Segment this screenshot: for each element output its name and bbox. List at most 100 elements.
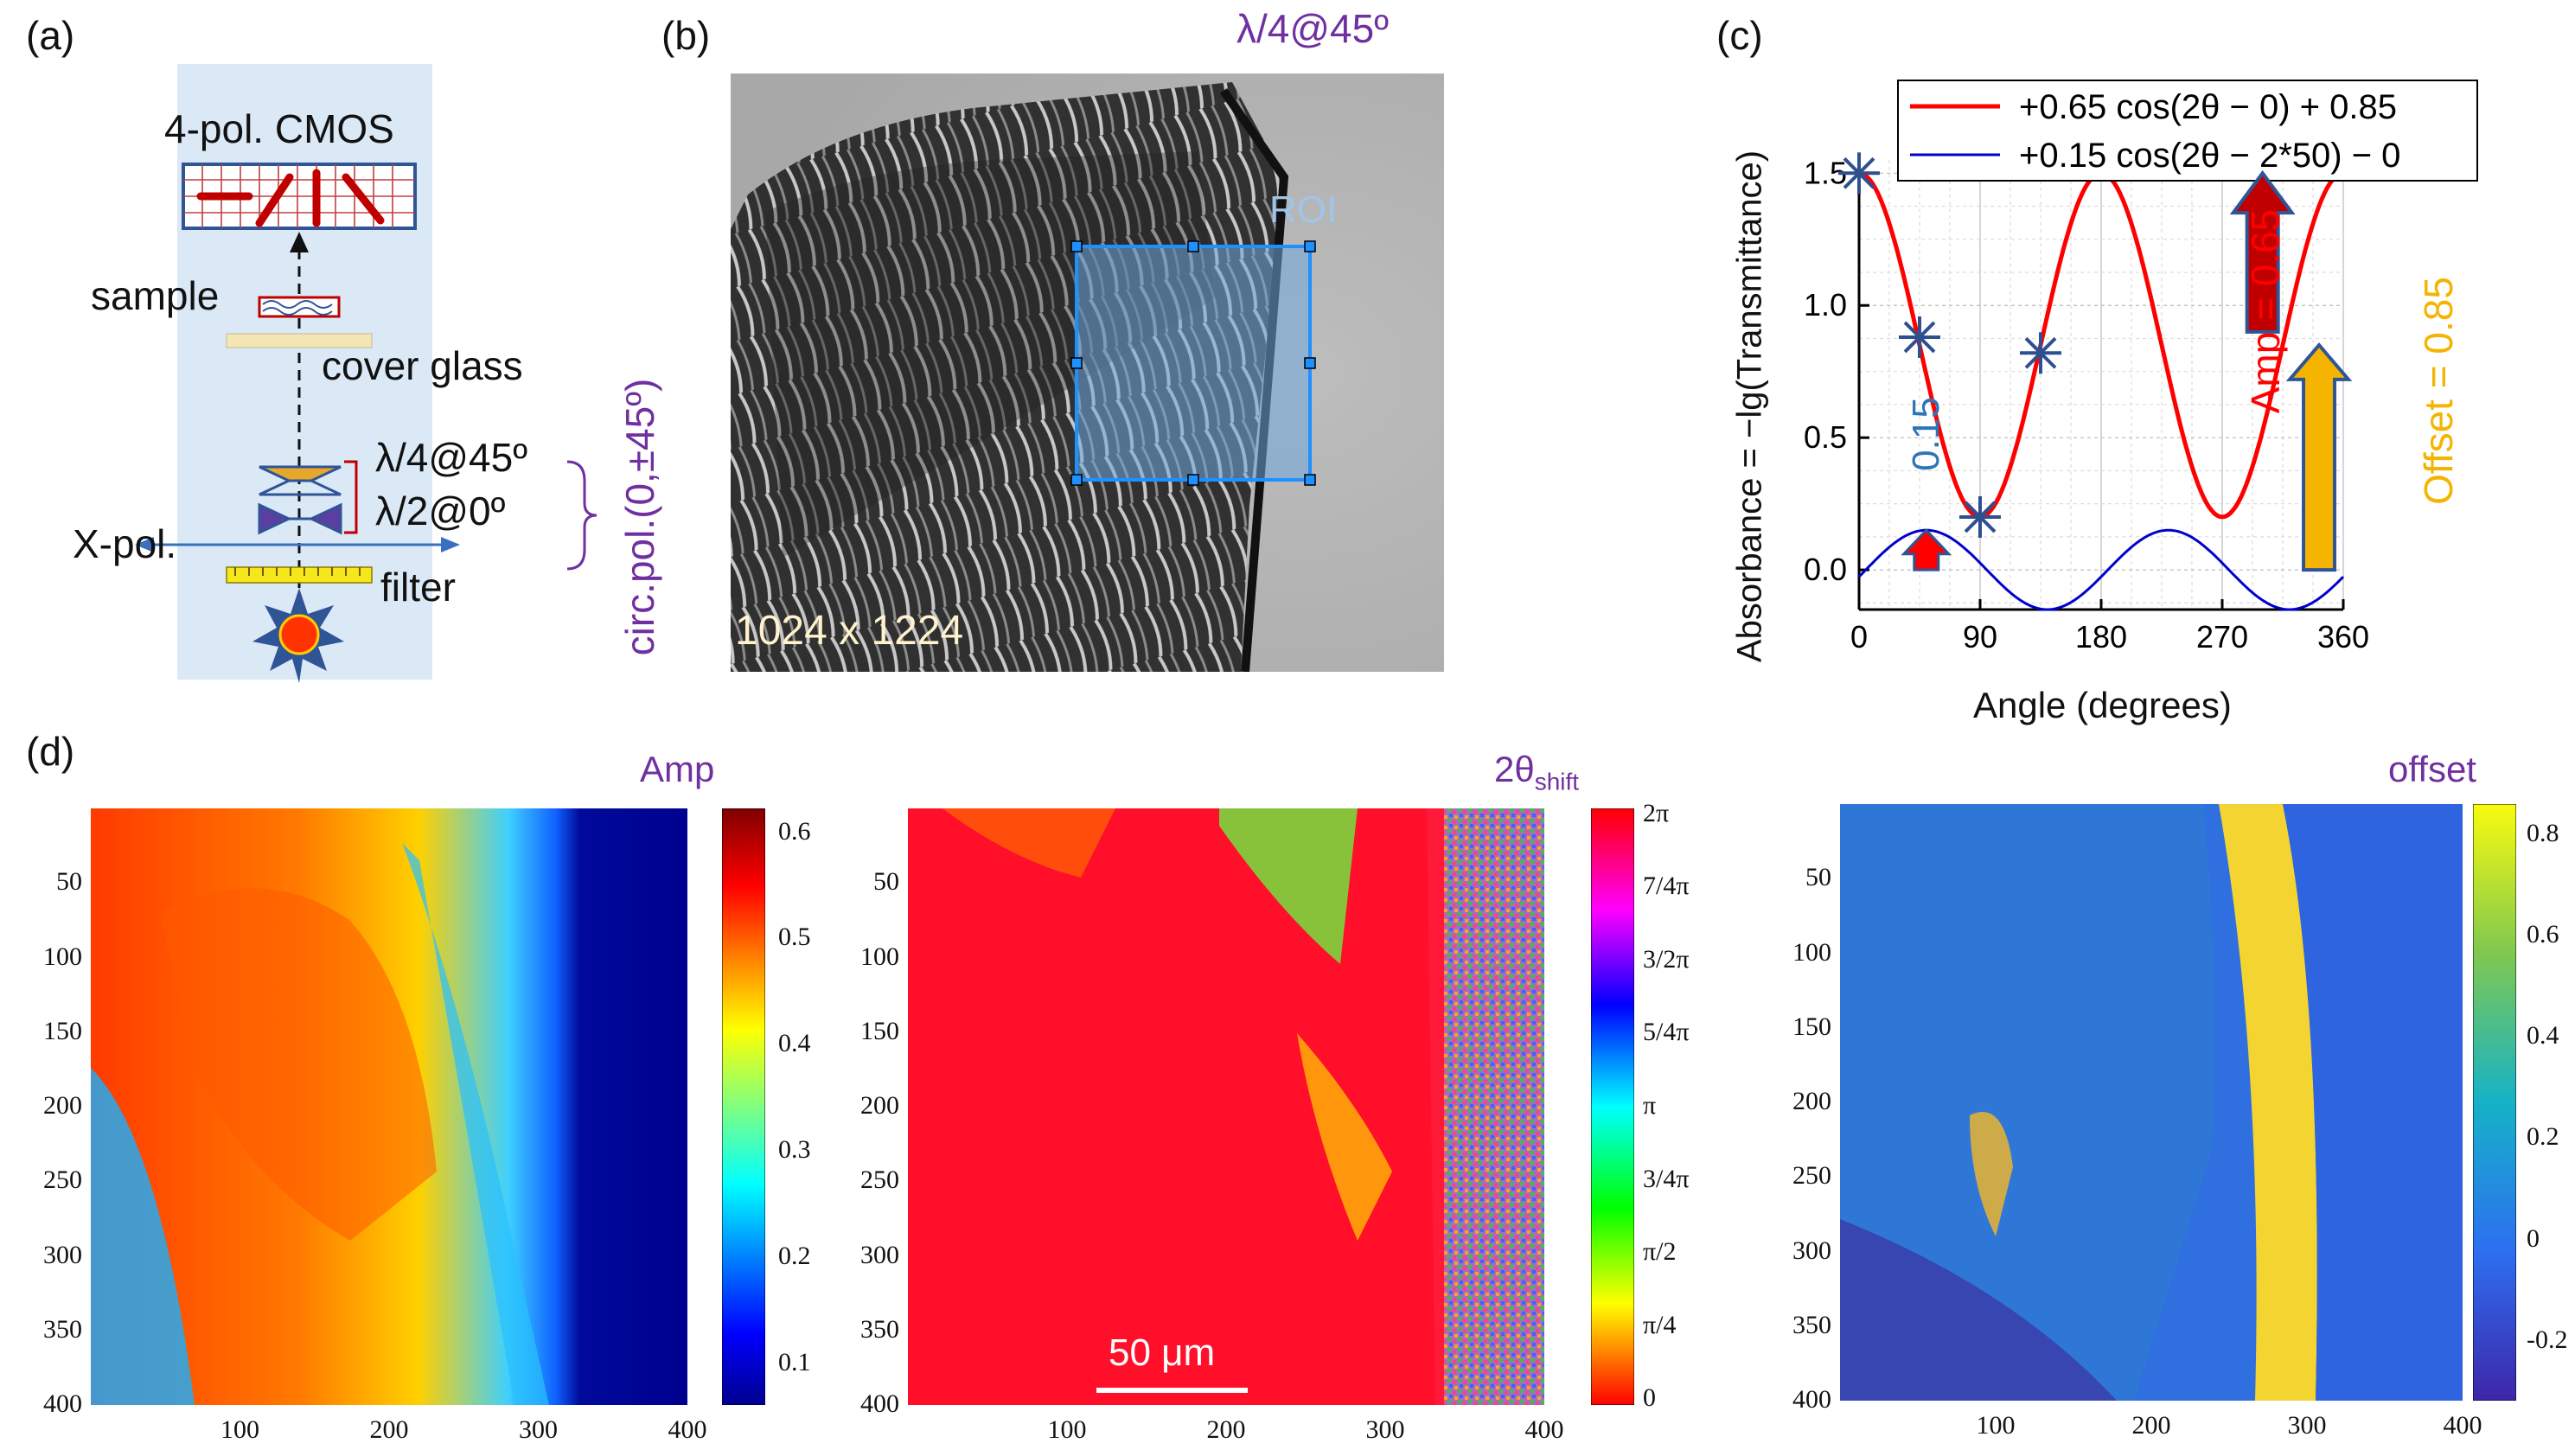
amp-y-tick-label: 300	[43, 1240, 82, 1269]
scalebar-label: 50 μm	[1109, 1331, 1216, 1374]
shift-x-tick-label: 300	[1365, 1415, 1405, 1444]
shift-colorbar-tick-label: π	[1643, 1091, 1657, 1120]
amp-y-tick-label: 100	[43, 942, 82, 971]
offset-colorbar-tick-label: 0.4	[2527, 1021, 2559, 1050]
chart-xlabel: Angle (degrees)	[1973, 685, 2232, 725]
x-pol-arrow-left	[135, 537, 154, 552]
amp-colorbar-tick-label: 0.1	[778, 1347, 811, 1376]
amp-colorbar-tick-label: 0.3	[778, 1135, 811, 1165]
amp-colorbar-tick-label: 0.4	[778, 1029, 811, 1058]
offset-y-tick-label: 350	[1792, 1310, 1831, 1339]
sample-slab	[258, 296, 341, 318]
offset-colorbar	[2473, 804, 2516, 1401]
cover-glass-label: cover glass	[322, 343, 523, 388]
shift-y-tick-label: 350	[860, 1314, 899, 1344]
amp-x-tick-label: 300	[519, 1415, 558, 1444]
amp-x-tick-label: 100	[220, 1415, 259, 1444]
shift-y-tick-label: 400	[860, 1389, 899, 1418]
amp-colorbar-tick-label: 0.6	[778, 816, 811, 846]
offset-y-tick-label: 250	[1792, 1161, 1831, 1191]
offset-x-tick-label: 100	[1976, 1411, 2016, 1440]
shift-map	[908, 808, 1544, 1405]
shift-x-tick-label: 200	[1206, 1415, 1246, 1444]
panel-label-a: (a)	[26, 13, 75, 58]
hwp-label: λ/2@0º	[375, 489, 506, 533]
offset-y-tick-label: 300	[1792, 1236, 1831, 1265]
small-amp-arrow	[1901, 528, 1952, 572]
series-line-2	[1857, 528, 2345, 611]
amp-map-title: Amp	[640, 749, 715, 789]
x-tick-label: 90	[1963, 619, 1997, 655]
shift-colorbar	[1591, 808, 1634, 1405]
y-tick-label: 1.0	[1804, 287, 1847, 322]
waveplate-bracket	[344, 460, 358, 534]
offset-x-tick-label: 300	[2287, 1411, 2327, 1440]
amp-y-tick-label: 250	[43, 1165, 82, 1195]
shift-x-tick-label: 400	[1524, 1415, 1564, 1444]
x-tick-label: 180	[2075, 619, 2127, 655]
offset-x-tick-label: 200	[2131, 1411, 2171, 1440]
offset-colorbar-tick-label: 0.6	[2527, 919, 2559, 948]
filter-ticks	[234, 567, 361, 576]
scalebar	[1096, 1388, 1248, 1393]
offset-colorbar-tick-label: -0.2	[2527, 1325, 2568, 1354]
shift-x-tick-label: 100	[1047, 1415, 1087, 1444]
small-amp-annotation: 0.15	[1905, 397, 1947, 471]
amp-y-tick-label: 50	[56, 867, 82, 897]
shift-y-tick-label: 250	[860, 1165, 899, 1195]
data-point-marker	[1959, 495, 2001, 538]
offset-colorbar-tick-label: 0	[2527, 1223, 2540, 1253]
legend-label-1: +0.65 cos(2θ − 0) + 0.85	[2019, 88, 2397, 126]
half-wave-plate	[258, 502, 342, 535]
shift-colorbar-tick-label: π/2	[1643, 1237, 1677, 1267]
amp-map	[91, 808, 687, 1405]
shift-y-tick-label: 50	[873, 867, 899, 897]
offset-colorbar-tick-label: 0.2	[2527, 1122, 2559, 1152]
shift-map-title: 2θshift	[1494, 749, 1579, 795]
circ-pol-label: circ.pol.(0,±45º)	[617, 378, 662, 656]
shift-y-tick-label: 200	[860, 1091, 899, 1120]
light-source-icon	[252, 588, 344, 683]
panel-label-b: (b)	[661, 13, 711, 58]
shift-colorbar-tick-label: 2π	[1643, 798, 1670, 827]
x-tick-label: 270	[2196, 619, 2248, 655]
data-point-marker	[1838, 152, 1880, 195]
shift-colorbar-tick-label: 0	[1643, 1383, 1656, 1413]
shift-colorbar-tick-label: 7/4π	[1643, 872, 1690, 901]
legend-box	[1897, 80, 2478, 182]
offset-y-tick-label: 50	[1805, 863, 1831, 892]
offset-y-tick-label: 100	[1792, 937, 1831, 967]
offset-annotation: Offset = 0.85	[2416, 277, 2461, 505]
y-tick-label: 0.5	[1804, 419, 1847, 455]
amp-y-tick-label: 150	[43, 1016, 82, 1045]
amp-colorbar	[722, 808, 765, 1405]
offset-map	[1840, 804, 2463, 1401]
roi-label: ROI	[1269, 188, 1338, 231]
data-point-marker	[2020, 332, 2061, 374]
sample-texture	[262, 300, 333, 316]
data-point-marker	[1899, 316, 1940, 358]
panel-label-c: (c)	[1716, 13, 1763, 58]
offset-x-tick-label: 400	[2443, 1411, 2482, 1440]
legend-label-2: +0.15 cos(2θ − 2*50) − 0	[2019, 137, 2400, 175]
quarter-wave-plate-bottom	[259, 479, 342, 496]
y-tick-label: 0.0	[1804, 552, 1847, 587]
shift-title-main: 2θ	[1494, 749, 1535, 789]
optical-axis-arrowhead	[290, 232, 309, 252]
offset-y-tick-label: 150	[1792, 1012, 1831, 1041]
amp-colorbar-tick-label: 0.2	[778, 1241, 811, 1270]
filter-label: filter	[380, 565, 456, 610]
amp-y-tick-label: 200	[43, 1091, 82, 1120]
roi-handles[interactable]	[1070, 240, 1316, 486]
amp-arrow	[2229, 169, 2296, 334]
amp-y-tick-label: 400	[43, 1389, 82, 1418]
shift-colorbar-tick-label: 3/4π	[1643, 1164, 1690, 1193]
x-tick-label: 360	[2317, 619, 2369, 655]
amp-x-tick-label: 200	[369, 1415, 409, 1444]
shift-y-tick-label: 100	[860, 942, 899, 971]
offset-y-tick-label: 400	[1792, 1385, 1831, 1414]
panel-label-d: (d)	[26, 729, 75, 774]
amp-y-tick-label: 350	[43, 1314, 82, 1344]
roi-box[interactable]	[1075, 245, 1312, 482]
